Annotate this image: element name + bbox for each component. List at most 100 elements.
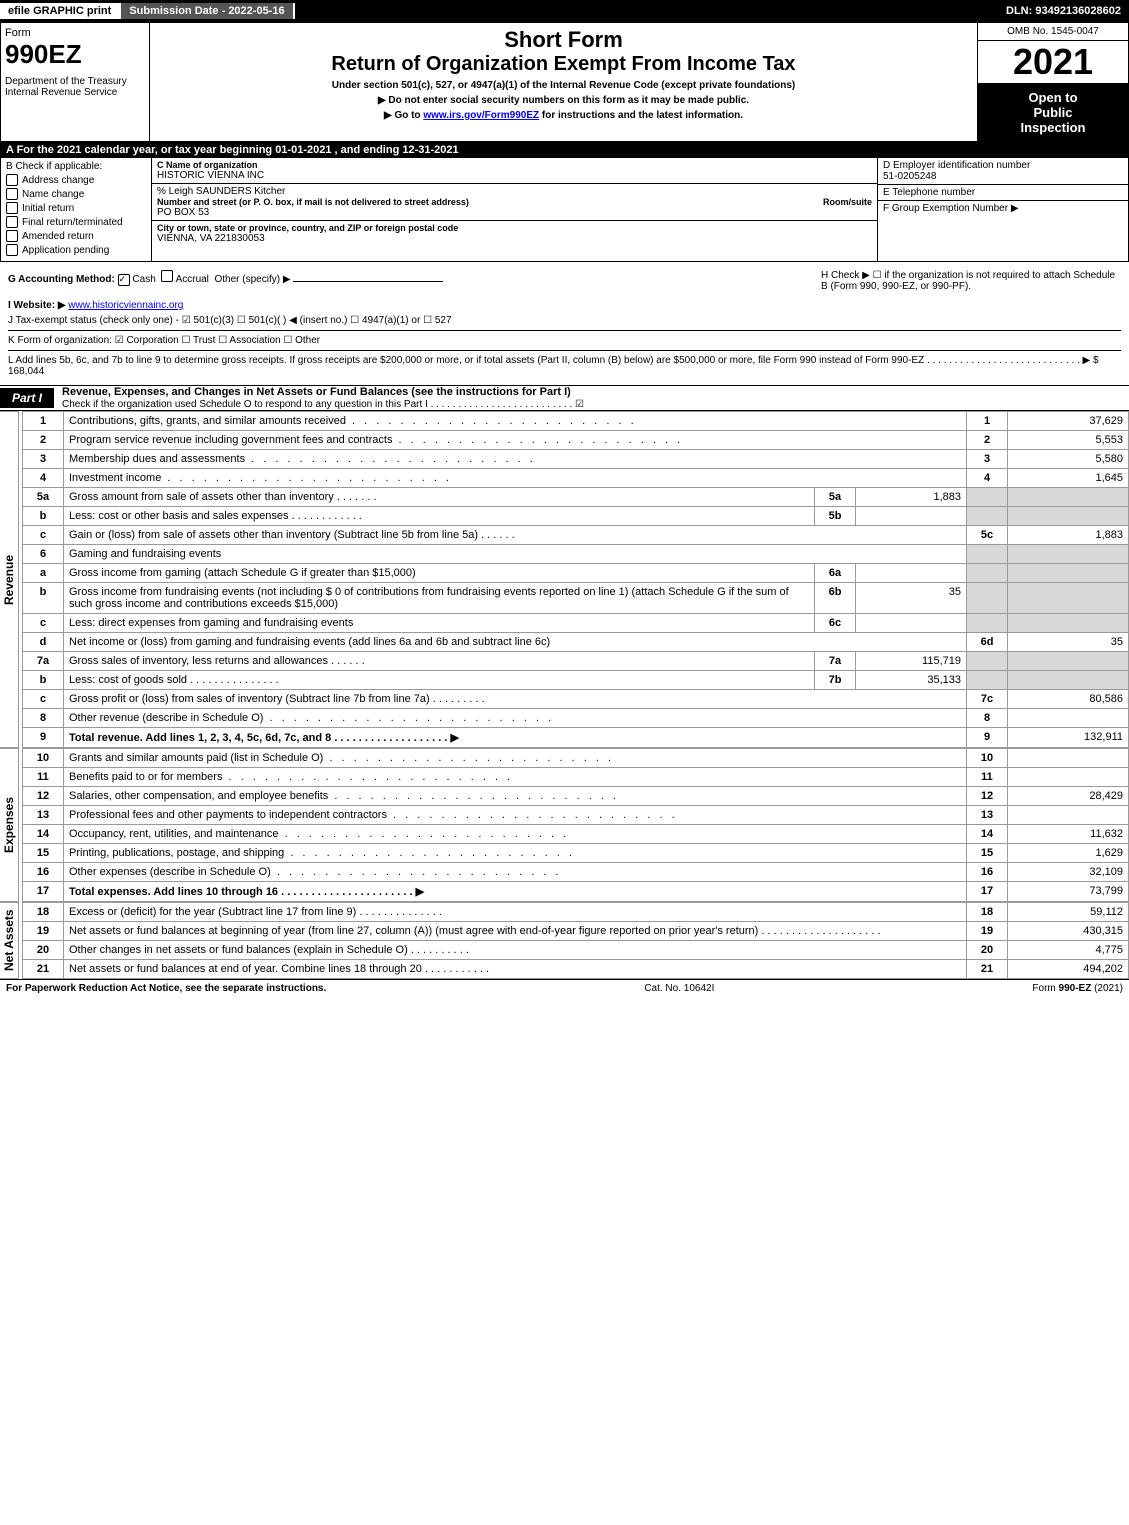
- header-left: Form 990EZ Department of the Treasury In…: [1, 23, 150, 141]
- r7a-desc: Gross sales of inventory, less returns a…: [69, 655, 328, 667]
- header-mid: Short Form Return of Organization Exempt…: [150, 23, 978, 141]
- r1-desc: Contributions, gifts, grants, and simila…: [69, 415, 346, 427]
- r21-val: 494,202: [1008, 960, 1129, 979]
- irs-label: Internal Revenue Service: [5, 87, 145, 98]
- chk-name-change[interactable]: Name change: [6, 188, 146, 200]
- row-12: 12Salaries, other compensation, and empl…: [23, 787, 1129, 806]
- line-i: I Website: ▶ www.historicviennainc.org: [8, 300, 1121, 311]
- r9-val: 132,911: [1008, 728, 1129, 748]
- r14-num: 14: [23, 825, 64, 844]
- c-co-row: % Leigh SAUNDERS Kitcher Number and stre…: [152, 184, 877, 221]
- r7b-sn: 7b: [815, 671, 856, 690]
- i-lbl: I Website: ▶: [8, 300, 66, 311]
- r17-desc: Total expenses. Add lines 10 through 16 …: [69, 886, 424, 898]
- d-ein-lbl: D Employer identification number: [883, 160, 1123, 171]
- g-cash-check[interactable]: [118, 274, 130, 286]
- form-number: 990EZ: [5, 39, 82, 69]
- part1-title-wrap: Revenue, Expenses, and Changes in Net As…: [62, 386, 584, 410]
- r6b-sv: 35: [856, 583, 967, 614]
- chk-final-return[interactable]: Final return/terminated: [6, 216, 146, 228]
- col-c-org-info: C Name of organization HISTORIC VIENNA I…: [152, 158, 878, 261]
- c-room-lbl: Room/suite: [823, 197, 872, 207]
- r8-desc: Other revenue (describe in Schedule O): [69, 712, 263, 724]
- r6c-sn: 6c: [815, 614, 856, 633]
- r6b-num: b: [23, 583, 64, 614]
- r10-val: [1008, 749, 1129, 768]
- part1-header: Part I Revenue, Expenses, and Changes in…: [0, 385, 1129, 411]
- r19-rn: 19: [967, 922, 1008, 941]
- g-other-blank[interactable]: [293, 281, 443, 282]
- row-1: 1Contributions, gifts, grants, and simil…: [23, 412, 1129, 431]
- note-ssn: ▶ Do not enter social security numbers o…: [156, 95, 971, 106]
- g-accrual-check[interactable]: [161, 270, 173, 282]
- r11-val: [1008, 768, 1129, 787]
- g-accrual: Accrual: [176, 274, 209, 285]
- r15-val: 1,629: [1008, 844, 1129, 863]
- checkbox-icon[interactable]: [6, 216, 18, 228]
- r12-desc: Salaries, other compensation, and employ…: [69, 790, 328, 802]
- open-line1: Open to: [1028, 90, 1077, 105]
- footer-mid: Cat. No. 10642I: [644, 983, 714, 994]
- checkbox-icon[interactable]: [6, 230, 18, 242]
- opt-name-change: Name change: [22, 189, 84, 200]
- website-link[interactable]: www.historicviennainc.org: [68, 300, 183, 311]
- c-name-lbl: C Name of organization: [157, 160, 872, 170]
- r19-val: 430,315: [1008, 922, 1129, 941]
- subtitle-sections: Under section 501(c), 527, or 4947(a)(1)…: [156, 80, 971, 91]
- checkbox-icon[interactable]: [6, 188, 18, 200]
- r15-num: 15: [23, 844, 64, 863]
- netassets-table: 18Excess or (deficit) for the year (Subt…: [22, 902, 1129, 979]
- part1-label: Part I: [0, 388, 54, 408]
- r21-rn: 21: [967, 960, 1008, 979]
- row-6a: aGross income from gaming (attach Schedu…: [23, 564, 1129, 583]
- row-17: 17Total expenses. Add lines 10 through 1…: [23, 882, 1129, 902]
- r7a-sn: 7a: [815, 652, 856, 671]
- note-goto-post: for instructions and the latest informat…: [542, 110, 743, 121]
- r5a-grey1: [967, 488, 1008, 507]
- footer-right: Form 990-EZ (2021): [1032, 983, 1123, 994]
- r6-grey2: [1008, 545, 1129, 564]
- r5a-num: 5a: [23, 488, 64, 507]
- r13-desc: Professional fees and other payments to …: [69, 809, 387, 821]
- row-6: 6Gaming and fundraising events: [23, 545, 1129, 564]
- checkbox-icon[interactable]: [6, 202, 18, 214]
- r13-val: [1008, 806, 1129, 825]
- checkbox-icon[interactable]: [6, 244, 18, 256]
- r13-rn: 13: [967, 806, 1008, 825]
- r16-rn: 16: [967, 863, 1008, 882]
- row-7a: 7a Gross sales of inventory, less returns…: [23, 652, 1129, 671]
- chk-application-pending[interactable]: Application pending: [6, 244, 146, 256]
- irs-link[interactable]: www.irs.gov/Form990EZ: [423, 110, 539, 121]
- chk-address-change[interactable]: Address change: [6, 174, 146, 186]
- header-right: OMB No. 1545-0047 2021 Open to Public In…: [978, 23, 1128, 141]
- r3-num: 3: [23, 450, 64, 469]
- d-ein-val: 51-0205248: [883, 171, 1123, 182]
- r7a-grey2: [1008, 652, 1129, 671]
- chk-amended-return[interactable]: Amended return: [6, 230, 146, 242]
- r5c-rn: 5c: [967, 526, 1008, 545]
- r16-desc: Other expenses (describe in Schedule O): [69, 866, 271, 878]
- r2-val: 5,553: [1008, 431, 1129, 450]
- r8-rn: 8: [967, 709, 1008, 728]
- r6d-num: d: [23, 633, 64, 652]
- revenue-table: 1Contributions, gifts, grants, and simil…: [22, 411, 1129, 748]
- title-short-form: Short Form: [156, 27, 971, 53]
- r6c-grey1: [967, 614, 1008, 633]
- r4-num: 4: [23, 469, 64, 488]
- r6d-val: 35: [1008, 633, 1129, 652]
- checkbox-icon[interactable]: [6, 174, 18, 186]
- line-k: K Form of organization: ☑ Corporation ☐ …: [8, 330, 1121, 346]
- r6-grey1: [967, 545, 1008, 564]
- chk-initial-return[interactable]: Initial return: [6, 202, 146, 214]
- r7b-desc: Less: cost of goods sold: [69, 674, 187, 686]
- row-15: 15Printing, publications, postage, and s…: [23, 844, 1129, 863]
- r6b-grey1: [967, 583, 1008, 614]
- r21-desc: Net assets or fund balances at end of ye…: [69, 963, 422, 975]
- efile-print-label[interactable]: efile GRAPHIC print: [0, 3, 121, 19]
- r5c-num: c: [23, 526, 64, 545]
- row-6d: dNet income or (loss) from gaming and fu…: [23, 633, 1129, 652]
- r4-rn: 4: [967, 469, 1008, 488]
- col-b-checkboxes: B Check if applicable: Address change Na…: [1, 158, 152, 261]
- r19-desc: Net assets or fund balances at beginning…: [69, 925, 758, 937]
- r3-desc: Membership dues and assessments: [69, 453, 245, 465]
